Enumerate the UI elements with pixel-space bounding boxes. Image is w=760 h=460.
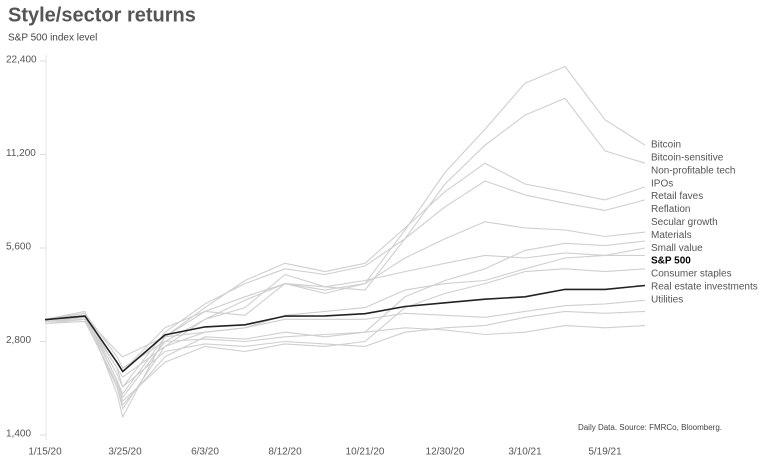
series-line [44,65,646,418]
legend-label: Bitcoin [651,140,681,151]
legend-label: IPOs [651,178,673,189]
x-tick-label: 5/19/21 [588,447,622,458]
legend-label: Materials [651,230,692,241]
chart-title: Style/sector returns [8,4,196,26]
series-line [44,240,646,406]
series-line [44,97,646,410]
legend-label: Real estate investments [651,282,758,293]
source-note: Daily Data. Source: FMRCo, Bloomberg. [578,423,722,432]
legend-label: Small value [651,243,703,254]
series-line [44,284,646,373]
chart-subtitle: S&P 500 index level [8,33,97,44]
x-tick-label: 3/25/20 [108,447,142,458]
series-line [44,254,645,378]
y-tick-label: 2,800 [6,335,31,346]
legend-label: Non-profitable tech [651,165,736,176]
x-tick-label: 10/21/20 [346,447,385,458]
x-tick-label: 6/3/20 [191,447,219,458]
series-line [44,310,646,388]
legend-label: Utilities [651,294,683,305]
y-tick-label: 22,400 [6,55,37,66]
y-tick-label: 1,400 [6,429,31,440]
x-tick-label: 12/30/20 [426,447,465,458]
y-tick-label: 11,200 [6,148,36,159]
series-line [44,162,646,395]
legend-label: S&P 500 [651,256,691,267]
x-tick-label: 8/12/20 [268,447,302,458]
series-line [44,312,646,369]
legend-label: Bitcoin-sensitive [651,153,724,164]
x-tick-label: 3/10/21 [508,447,542,458]
series-line [44,268,646,402]
legend-label: Consumer staples [651,269,732,280]
legend-label: Reflation [651,204,690,215]
y-tick-label: 5,600 [6,242,31,253]
series-line [44,221,646,398]
legend-label: Retail faves [651,191,703,202]
series-line [44,299,646,358]
legend-label: Secular growth [651,217,718,228]
series-line [44,180,646,388]
x-tick-label: 1/15/20 [28,447,62,458]
